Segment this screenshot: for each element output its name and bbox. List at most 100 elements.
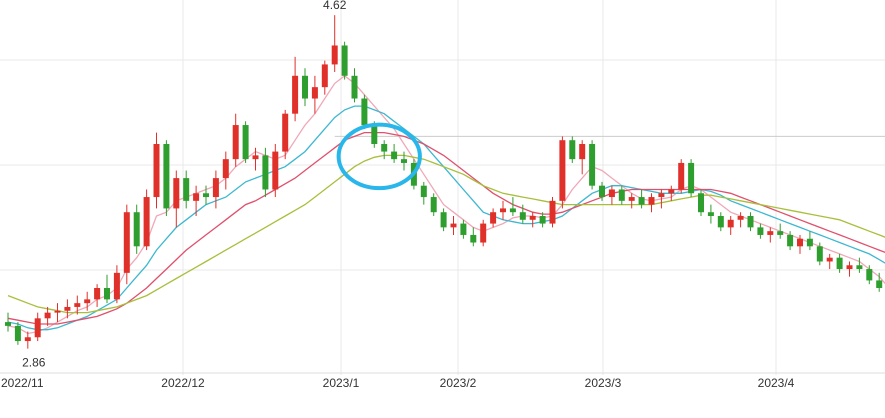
candle bbox=[638, 189, 645, 209]
candle bbox=[688, 159, 695, 198]
candle bbox=[252, 147, 259, 171]
candle-body bbox=[361, 98, 368, 126]
candle bbox=[806, 231, 813, 251]
candle bbox=[401, 151, 407, 171]
low-price-label: 2.86 bbox=[22, 356, 46, 370]
candle bbox=[262, 147, 269, 198]
candle bbox=[193, 185, 200, 216]
candle-body bbox=[302, 75, 308, 99]
candle bbox=[539, 212, 546, 228]
candle-body bbox=[34, 318, 41, 338]
candle bbox=[747, 212, 754, 232]
candle-body bbox=[183, 178, 190, 201]
candle bbox=[826, 253, 833, 270]
candle-body bbox=[14, 325, 21, 342]
candle-body bbox=[401, 159, 407, 163]
x-tick-label-2023-1: 2023/1 bbox=[323, 376, 360, 390]
candle bbox=[787, 231, 794, 251]
candle bbox=[559, 136, 566, 209]
candle bbox=[509, 197, 516, 216]
candle-body bbox=[668, 189, 675, 194]
candle-body bbox=[678, 162, 685, 190]
candle-body bbox=[113, 272, 120, 300]
candle-body bbox=[519, 212, 526, 220]
candle bbox=[420, 181, 427, 205]
candle-body bbox=[836, 257, 843, 270]
candle-body bbox=[292, 75, 299, 114]
candle bbox=[74, 295, 81, 315]
candle bbox=[104, 274, 110, 304]
candle-body bbox=[490, 212, 497, 224]
candle-body bbox=[539, 216, 546, 224]
candle bbox=[5, 312, 11, 332]
candle-body bbox=[707, 212, 714, 216]
candle bbox=[351, 68, 358, 103]
candle-body bbox=[797, 238, 803, 247]
candle bbox=[648, 193, 655, 213]
candle-body bbox=[470, 234, 477, 243]
candle bbox=[628, 193, 635, 209]
candle bbox=[302, 68, 308, 107]
candle bbox=[589, 140, 596, 190]
candle-body bbox=[866, 269, 873, 281]
candle bbox=[163, 140, 170, 216]
moving-average-line-2 bbox=[7, 105, 885, 331]
moving-average-line-1 bbox=[7, 74, 885, 335]
candle-body bbox=[648, 197, 655, 205]
candle bbox=[361, 94, 368, 129]
candle-body bbox=[420, 185, 427, 198]
candle-body bbox=[569, 140, 576, 160]
candle-body bbox=[826, 257, 833, 262]
candle bbox=[727, 216, 734, 235]
candle-body bbox=[272, 151, 279, 190]
candle-body bbox=[698, 193, 704, 213]
moving-average-lines bbox=[7, 74, 885, 335]
candle-body bbox=[64, 306, 71, 311]
x-tick-label-2022-12: 2022/12 bbox=[161, 376, 205, 390]
candle-body bbox=[371, 125, 378, 144]
candle bbox=[658, 189, 665, 209]
candle bbox=[14, 322, 21, 345]
candle-body bbox=[876, 280, 883, 288]
candle-body bbox=[133, 212, 140, 247]
candle bbox=[698, 189, 704, 216]
candle bbox=[490, 208, 497, 228]
candle-body bbox=[5, 322, 11, 326]
candle-body bbox=[212, 178, 219, 198]
candle-body bbox=[282, 113, 289, 152]
candle bbox=[34, 312, 41, 342]
candle bbox=[836, 253, 843, 273]
candle-body bbox=[430, 197, 437, 213]
candle bbox=[767, 227, 774, 243]
candle bbox=[450, 216, 457, 235]
candle bbox=[311, 75, 318, 114]
high-price-label: 4.62 bbox=[323, 0, 347, 12]
candle-body bbox=[341, 45, 348, 76]
candle-body bbox=[599, 185, 605, 198]
candle-body bbox=[806, 238, 813, 247]
x-tick-label-2023-4: 2023/4 bbox=[758, 376, 795, 390]
candle bbox=[529, 212, 536, 228]
candle bbox=[64, 299, 71, 319]
candle-body bbox=[767, 231, 774, 235]
candle bbox=[678, 159, 685, 194]
candle bbox=[480, 219, 487, 247]
candle bbox=[173, 170, 180, 228]
candle-body bbox=[193, 193, 200, 201]
candle-body bbox=[579, 144, 586, 160]
candle-body bbox=[94, 288, 101, 300]
candle-body bbox=[104, 288, 110, 300]
candle bbox=[212, 170, 219, 209]
candle-body bbox=[638, 197, 645, 205]
candle-body bbox=[777, 231, 784, 235]
candle bbox=[222, 151, 229, 190]
candle-body bbox=[856, 265, 863, 270]
candle-body bbox=[747, 216, 754, 228]
candle-body bbox=[143, 197, 150, 247]
candle-body bbox=[628, 197, 635, 201]
candle bbox=[618, 185, 625, 205]
candle-body bbox=[242, 125, 249, 160]
candle-body bbox=[549, 200, 556, 224]
candle-body bbox=[311, 87, 318, 99]
